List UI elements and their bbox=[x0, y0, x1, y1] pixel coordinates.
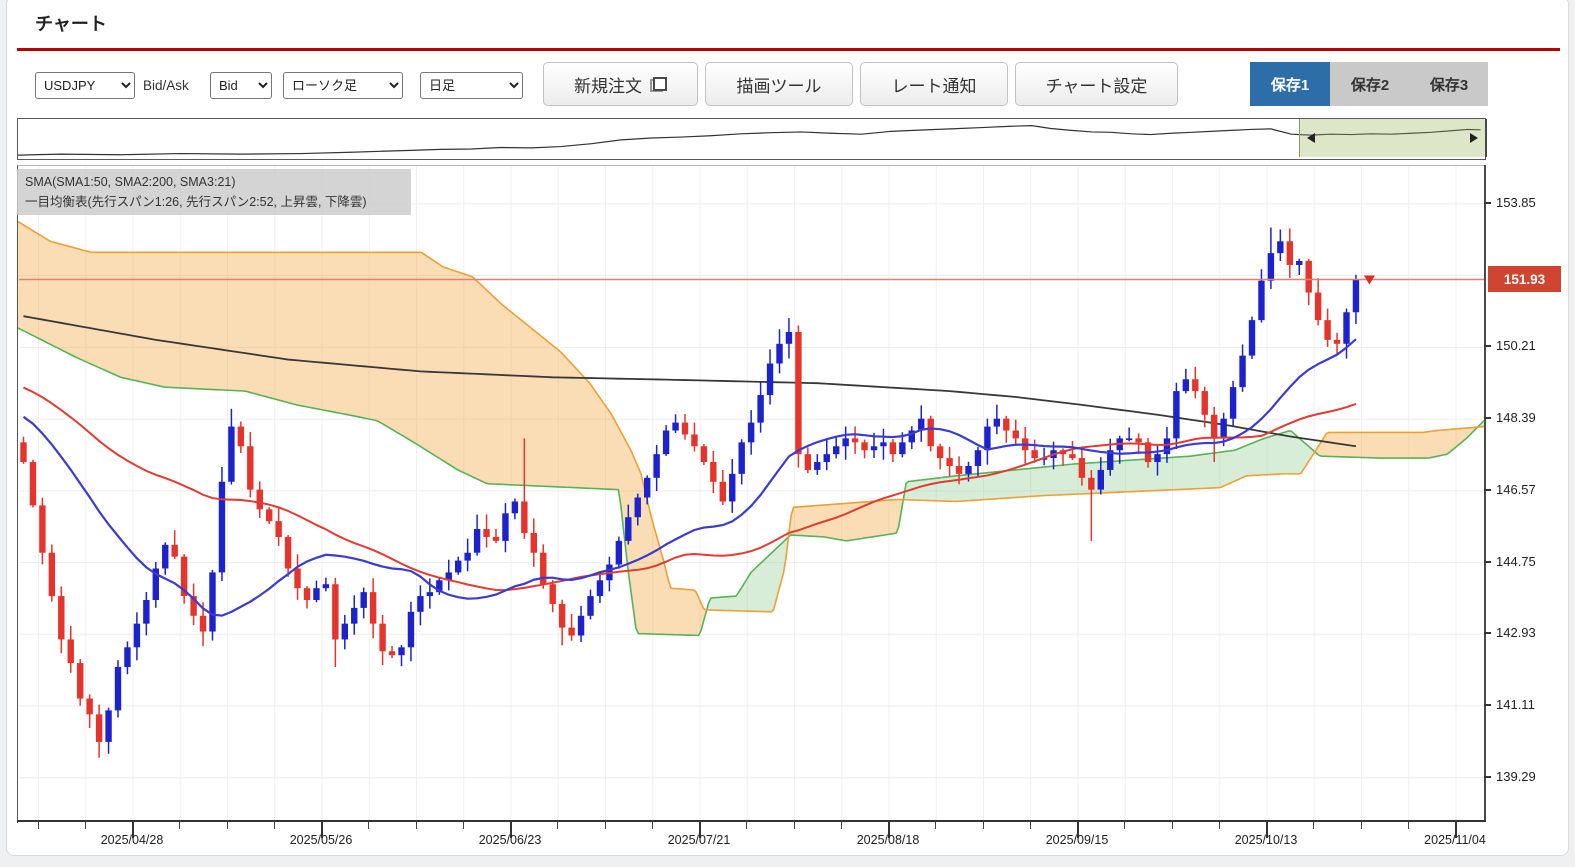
time-tick-major bbox=[888, 822, 890, 838]
time-axis-label: 2025/06/23 bbox=[478, 833, 542, 847]
time-tick-major bbox=[1077, 822, 1079, 838]
time-axis-label: 2025/08/18 bbox=[856, 833, 920, 847]
time-tick-major bbox=[321, 822, 323, 838]
price-tick bbox=[1484, 704, 1491, 707]
navigator-left-handle[interactable] bbox=[1306, 133, 1315, 143]
time-tick-minor bbox=[840, 822, 842, 829]
time-axis bbox=[17, 820, 1486, 822]
time-tick-minor bbox=[651, 822, 653, 829]
time-axis-label: 2025/04/28 bbox=[100, 833, 164, 847]
page-title: チャート bbox=[35, 14, 107, 34]
price-axis-label: 139.29 bbox=[1496, 768, 1536, 784]
candlestick-chart bbox=[17, 166, 1485, 823]
time-tick-minor bbox=[462, 822, 464, 829]
time-tick-minor bbox=[1171, 822, 1173, 829]
price-tick bbox=[1484, 201, 1491, 204]
symbol-select[interactable]: USDJPY bbox=[35, 72, 135, 99]
price-axis-label: 153.85 bbox=[1496, 194, 1536, 210]
time-tick-minor bbox=[1124, 822, 1126, 829]
time-tick-major bbox=[699, 822, 701, 838]
price-axis-label: 141.11 bbox=[1496, 697, 1535, 713]
rate-alert-button[interactable]: レート通知 bbox=[860, 62, 1008, 106]
time-tick-minor bbox=[746, 822, 748, 829]
price-tick bbox=[1484, 345, 1491, 348]
save-button-group: 保存1 保存2 保存3 bbox=[1250, 62, 1488, 106]
time-axis-label: 2025/05/26 bbox=[289, 833, 353, 847]
time-tick-minor bbox=[368, 822, 370, 829]
navigator-strip[interactable] bbox=[17, 118, 1487, 160]
draw-tools-label: 描画ツール bbox=[736, 76, 822, 96]
main-chart[interactable] bbox=[17, 165, 1485, 823]
navigator-selection[interactable] bbox=[1298, 119, 1487, 157]
time-tick-minor bbox=[1313, 822, 1315, 829]
price-tick bbox=[1484, 632, 1491, 635]
rate-alert-label: レート通知 bbox=[891, 76, 977, 96]
save-3-button[interactable]: 保存3 bbox=[1410, 62, 1488, 106]
price-axis bbox=[1484, 165, 1486, 822]
bidask-label: Bid/Ask bbox=[143, 78, 189, 93]
price-axis-label: 144.75 bbox=[1496, 553, 1536, 569]
draw-tools-button[interactable]: 描画ツール bbox=[705, 62, 853, 106]
time-tick-major bbox=[1266, 822, 1268, 838]
chart-settings-button[interactable]: チャート設定 bbox=[1015, 62, 1178, 106]
time-tick-minor bbox=[1360, 822, 1362, 829]
time-axis-label: 2025/07/21 bbox=[667, 833, 731, 847]
price-axis-label: 150.21 bbox=[1496, 338, 1536, 354]
time-tick-minor bbox=[179, 822, 181, 829]
price-axis-label: 146.57 bbox=[1496, 481, 1536, 497]
price-tick bbox=[1484, 488, 1491, 491]
time-tick-minor bbox=[604, 822, 606, 829]
time-axis-label: 2025/11/04 bbox=[1424, 833, 1486, 847]
current-price-label: 151.93 bbox=[1488, 266, 1561, 292]
time-axis-label: 2025/09/15 bbox=[1045, 833, 1109, 847]
time-tick-minor bbox=[1407, 822, 1409, 829]
price-axis-label: 142.93 bbox=[1496, 625, 1536, 641]
time-tick-minor bbox=[982, 822, 984, 829]
price-tick bbox=[1484, 560, 1491, 563]
chart-settings-label: チャート設定 bbox=[1045, 76, 1148, 96]
time-tick-minor bbox=[84, 822, 86, 829]
price-tick bbox=[1484, 775, 1491, 778]
new-window-icon bbox=[650, 76, 667, 92]
save-1-button[interactable]: 保存1 bbox=[1250, 62, 1330, 106]
timeframe-select[interactable]: 日足 bbox=[420, 72, 523, 99]
time-tick-major bbox=[510, 822, 512, 838]
time-tick-minor bbox=[793, 822, 795, 829]
time-tick-minor bbox=[1218, 822, 1220, 829]
time-tick-minor bbox=[1029, 822, 1031, 829]
bidask-select[interactable]: Bid bbox=[210, 72, 272, 99]
chart-type-select[interactable]: ローソク足 bbox=[283, 72, 403, 99]
time-axis-label: 2025/10/13 bbox=[1234, 833, 1298, 847]
time-tick-minor bbox=[557, 822, 559, 829]
time-tick-minor bbox=[273, 822, 275, 829]
time-tick-minor bbox=[935, 822, 937, 829]
price-tick bbox=[1484, 417, 1491, 420]
time-tick-minor bbox=[415, 822, 417, 829]
navigator-right-handle[interactable] bbox=[1469, 133, 1478, 143]
legend-ichimoku: 一目均衡表(先行スパン1:26, 先行スパン2:52, 上昇雲, 下降雲) bbox=[25, 195, 367, 209]
navigator-line bbox=[17, 125, 1481, 156]
indicator-legend: SMA(SMA1:50, SMA2:200, SMA3:21) 一目均衡表(先行… bbox=[17, 169, 411, 215]
save-2-button[interactable]: 保存2 bbox=[1330, 62, 1410, 106]
time-tick-major bbox=[1455, 822, 1457, 838]
time-tick-major bbox=[132, 822, 134, 838]
new-order-button[interactable]: 新規注文 bbox=[543, 62, 698, 106]
legend-sma: SMA(SMA1:50, SMA2:200, SMA3:21) bbox=[25, 175, 236, 189]
new-order-label: 新規注文 bbox=[574, 76, 642, 96]
time-tick-minor bbox=[37, 822, 39, 829]
price-axis-label: 148.39 bbox=[1496, 410, 1536, 426]
time-tick-minor bbox=[226, 822, 228, 829]
title-underline bbox=[17, 48, 1560, 51]
